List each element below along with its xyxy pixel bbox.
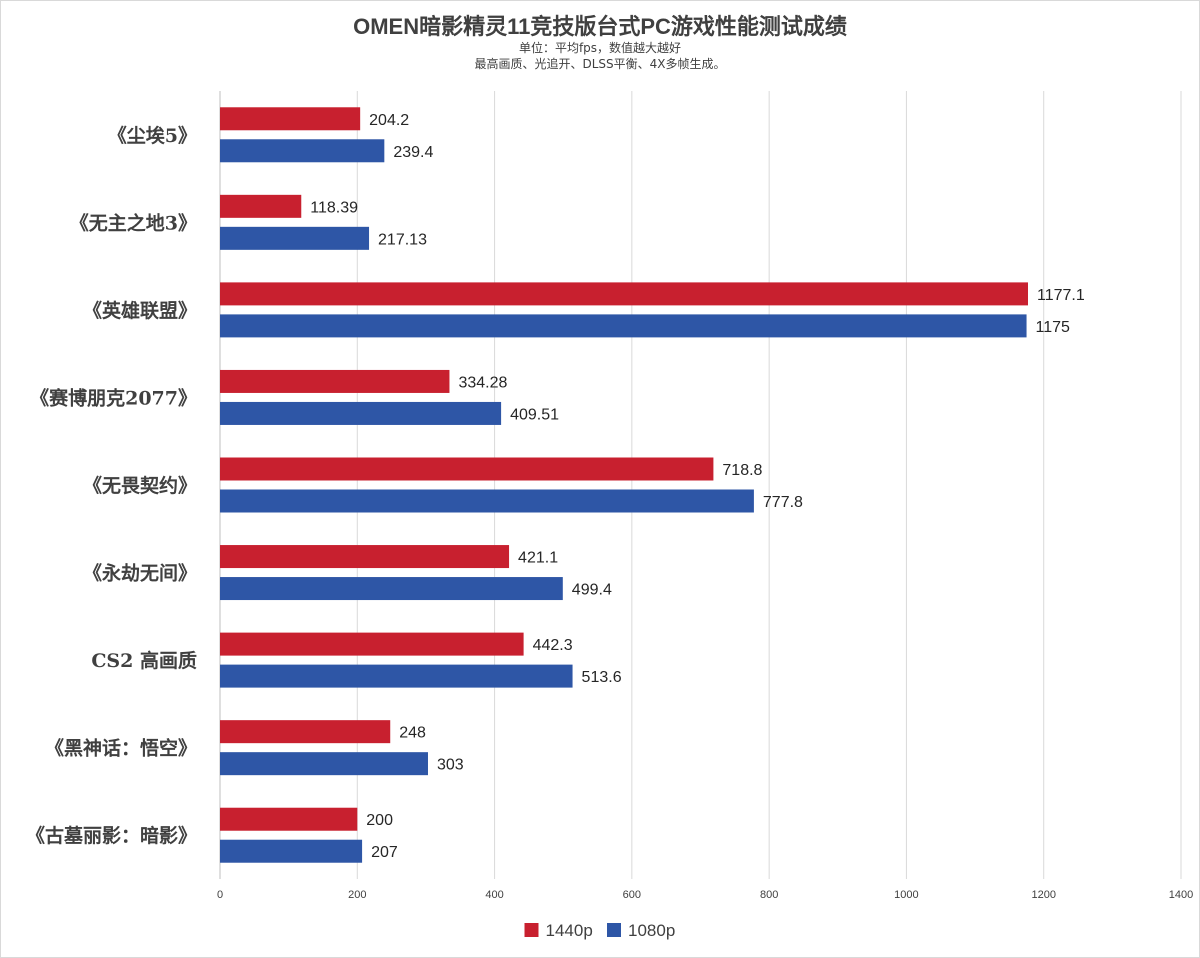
category-label: 《赛博朋克2077》	[30, 386, 197, 409]
data-label: 217.13	[378, 231, 427, 248]
x-tick-label: 200	[348, 889, 366, 901]
bar-1440p	[220, 369, 450, 393]
category-label: 《永劫无间》	[83, 562, 197, 585]
bar-1080p	[220, 752, 428, 776]
bar-1440p	[220, 194, 302, 218]
gridlines	[219, 91, 1182, 879]
data-label: 1177.1	[1037, 287, 1085, 304]
category-label: CS2 高画质	[91, 649, 197, 672]
bar-1080p	[220, 839, 363, 863]
x-tick-label: 800	[760, 889, 778, 901]
data-label: 207	[371, 844, 398, 861]
bar-1440p	[220, 545, 510, 569]
data-label: 409.51	[510, 406, 559, 423]
data-label: 718.8	[722, 462, 762, 479]
bar-1440p	[220, 632, 524, 656]
data-label: 239.4	[393, 144, 433, 161]
legend-label: 1440p	[546, 921, 593, 940]
bar-1440p	[220, 107, 361, 131]
bar-1440p	[220, 282, 1028, 306]
bars	[220, 107, 1028, 863]
bar-1080p	[220, 401, 502, 425]
legend: 1440p 1080p	[524, 921, 675, 940]
data-label: 200	[366, 812, 393, 829]
data-label: 334.28	[458, 374, 507, 391]
labels: 0 200 400 600 800 1000 1200 1400 《尘埃5》 204.2 239.4…	[26, 112, 1193, 901]
data-label: 499.4	[572, 582, 612, 599]
x-tick-label: 0	[217, 889, 223, 901]
data-label: 1175	[1036, 319, 1071, 336]
data-label: 421.1	[518, 550, 558, 567]
bar-1440p	[220, 807, 358, 831]
category-label: 《英雄联盟》	[83, 299, 197, 322]
bar-1080p	[220, 226, 370, 250]
x-tick-label: 400	[485, 889, 503, 901]
chart-subtitle-line-1: 单位：平均fps，数值越大越好	[519, 40, 681, 55]
bar-1080p	[220, 489, 754, 513]
bar-1080p	[220, 577, 563, 601]
bar-1080p	[220, 664, 573, 688]
data-label: 513.6	[582, 669, 622, 686]
chart-subtitle-line-2: 最高画质、光追开、DLSS平衡、4X多帧生成。	[474, 56, 725, 71]
chart-title: OMEN暗影精灵11竞技版台式PC游戏性能测试成绩	[353, 14, 847, 39]
legend-swatch-1080p	[607, 923, 621, 937]
bar-1440p	[220, 457, 714, 481]
legend-label: 1080p	[628, 921, 675, 940]
x-tick-label: 600	[623, 889, 641, 901]
data-label: 248	[399, 725, 426, 742]
data-label: 777.8	[763, 494, 803, 511]
data-label: 118.39	[310, 199, 358, 216]
category-label: 《无主之地3》	[70, 211, 197, 234]
bar-1080p	[220, 314, 1027, 338]
category-label: 《古墓丽影：暗影》	[26, 824, 197, 847]
bar-1080p	[220, 139, 385, 163]
category-label: 《黑神话：悟空》	[45, 737, 197, 760]
data-label: 442.3	[533, 637, 573, 654]
data-label: 204.2	[369, 112, 409, 129]
legend-swatch-1440p	[524, 923, 539, 937]
x-tick-label: 1000	[894, 889, 918, 901]
category-label: 《无畏契约》	[83, 474, 197, 497]
data-label: 303	[437, 757, 464, 774]
x-tick-label: 1200	[1031, 889, 1055, 901]
category-label: 《尘埃5》	[108, 124, 197, 147]
bar-1440p	[220, 720, 391, 744]
x-tick-label: 1400	[1169, 889, 1193, 901]
